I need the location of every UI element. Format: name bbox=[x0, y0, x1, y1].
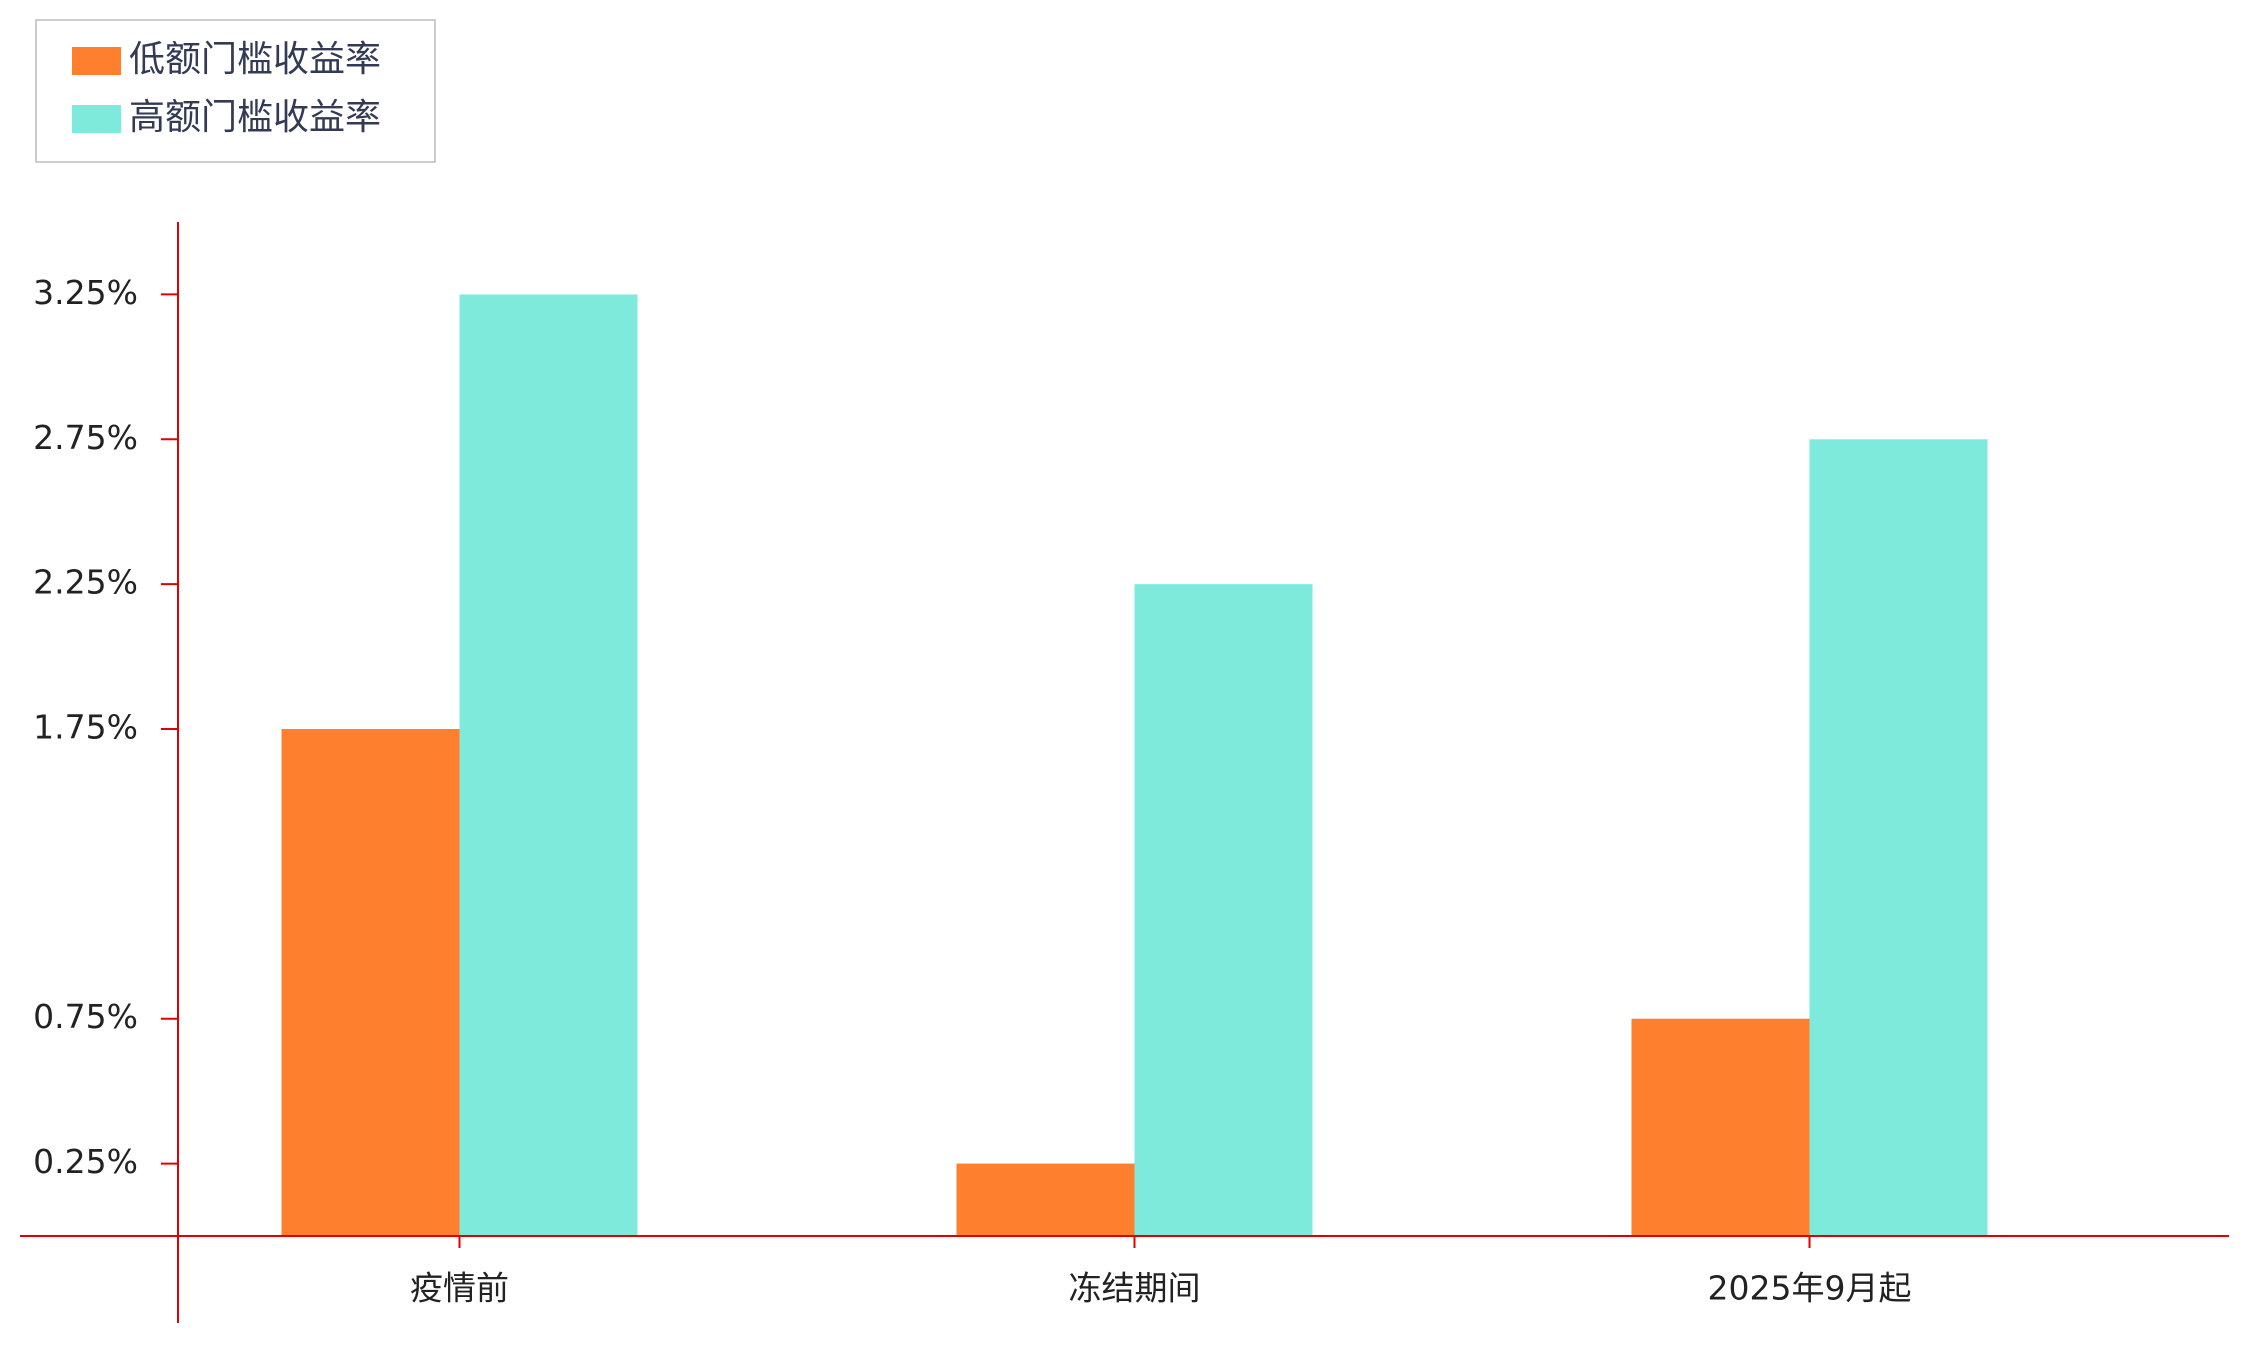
legend-swatch bbox=[72, 105, 121, 133]
x-tick-label: 疫情前 bbox=[410, 1269, 509, 1308]
bar bbox=[956, 1163, 1135, 1236]
y-tick-label: 1.75% bbox=[33, 708, 138, 747]
y-tick-label: 0.75% bbox=[33, 997, 138, 1036]
legend-label: 低额门槛收益率 bbox=[129, 39, 381, 80]
bar bbox=[1631, 1018, 1810, 1236]
y-tick-label: 2.75% bbox=[33, 418, 138, 457]
legend-swatch bbox=[72, 47, 121, 75]
x-tick-label: 2025年9月起 bbox=[1708, 1269, 1912, 1308]
y-tick-label: 3.25% bbox=[33, 273, 138, 312]
legend-label: 高额门槛收益率 bbox=[129, 97, 381, 138]
y-tick-label: 2.25% bbox=[33, 563, 138, 602]
legend-box bbox=[35, 19, 436, 163]
bar bbox=[1134, 584, 1313, 1236]
bar bbox=[459, 294, 638, 1236]
bar bbox=[281, 729, 460, 1236]
x-tick-label: 冻结期间 bbox=[1069, 1269, 1201, 1308]
y-tick-label: 0.25% bbox=[33, 1142, 138, 1181]
bar bbox=[1809, 439, 1988, 1236]
